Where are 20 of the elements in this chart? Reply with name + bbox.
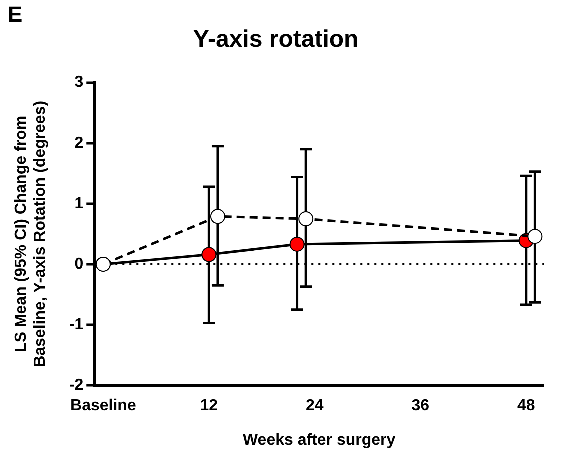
text: E — [8, 2, 23, 28]
y-tick-label: 2 — [74, 134, 84, 152]
x-tick-label: 24 — [306, 398, 324, 415]
x-axis-title: Weeks after surgery — [242, 432, 396, 449]
y-axis-title: LS Mean (95% CI) Change from Baseline, Y-axis Rotation (degrees) — [13, 100, 50, 368]
point — [202, 247, 217, 262]
x-tick-label: 48 — [517, 398, 536, 415]
point — [290, 236, 305, 252]
x-tick-label: Baseline — [70, 398, 136, 415]
x-tick-label: 36 — [412, 398, 430, 415]
chart-title: Y-axis rotation — [193, 26, 359, 54]
y-tick-label: 3 — [74, 74, 84, 92]
y-tick-label: 1 — [74, 195, 84, 212]
point — [298, 212, 314, 227]
y-tick-label: 0 — [74, 256, 84, 273]
y-tick-label: -2 — [69, 377, 84, 394]
x-tick-label: 12 — [200, 398, 218, 415]
point — [528, 229, 543, 244]
y-tick-label: -1 — [69, 316, 84, 334]
point — [210, 209, 226, 224]
